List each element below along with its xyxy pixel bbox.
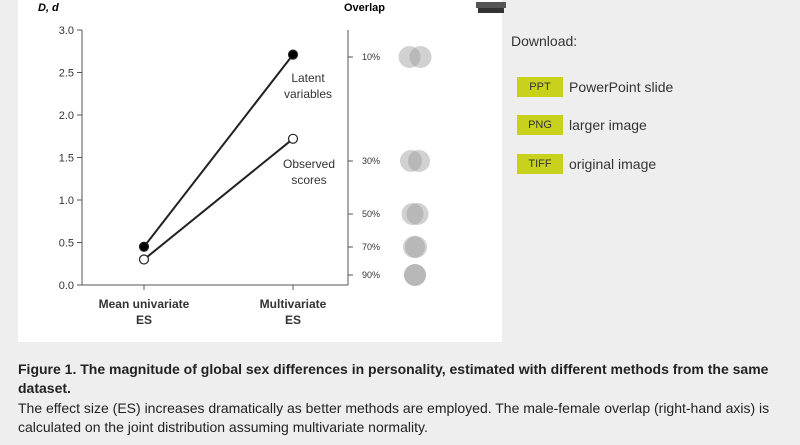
- download-title: Download:: [511, 33, 578, 49]
- series-line: [143, 54, 294, 248]
- x-label-univariate-es: ES: [136, 313, 152, 327]
- overlap-circle-female: [408, 150, 430, 172]
- annotation-observed: Observed: [283, 157, 335, 171]
- y-tick-label: 0.0: [59, 280, 74, 292]
- tiff-link[interactable]: original image: [569, 156, 657, 172]
- y-ticks: 3.0 2.5 2.0 1.5 1.0 0.5 0.0: [59, 25, 82, 292]
- y-tick-label: 0.5: [59, 238, 74, 250]
- overlap-tick-label: 50%: [362, 209, 380, 219]
- data-point: [138, 241, 150, 252]
- overlap-tick-label: 30%: [362, 156, 380, 166]
- x-label-univariate: Mean univariate: [99, 297, 190, 311]
- chart: D, d Overlap 3.0 2.5 2.0 1.5 1.0 0.5 0.0 10% 30…: [38, 2, 432, 327]
- overlap-circle-male: [403, 236, 425, 258]
- tiff-badge[interactable]: TIFF: [517, 154, 563, 174]
- annotation-observed-scores: scores: [291, 173, 326, 187]
- overlap-circles: [398, 46, 432, 286]
- y-tick-label: 3.0: [59, 25, 74, 37]
- overlap-circle-female: [409, 46, 432, 68]
- annotation-latent-variables: variables: [284, 87, 332, 101]
- download-tiff[interactable]: TIFF original image: [517, 154, 656, 174]
- download-panel: Download: PPT PowerPoint slide PNG large…: [511, 33, 791, 174]
- overlap-circle-male: [401, 203, 424, 225]
- overlap-circle-female: [404, 264, 426, 286]
- png-badge[interactable]: PNG: [517, 115, 563, 135]
- download-png[interactable]: PNG larger image: [517, 115, 647, 135]
- x-label-multivariate: Multivariate: [260, 297, 327, 311]
- series-line: [143, 138, 294, 261]
- data-point: [287, 133, 299, 144]
- png-link[interactable]: larger image: [569, 117, 647, 133]
- figure-panel: D, d Overlap 3.0 2.5 2.0 1.5 1.0 0.5 0.0 10% 30…: [18, 0, 502, 342]
- overlap-tick-label: 10%: [362, 52, 380, 62]
- caption-title: Figure 1. The magnitude of global sex di…: [18, 361, 769, 396]
- overlap-circle-male: [404, 264, 426, 286]
- caption-body: The effect size (ES) increases dramatica…: [18, 400, 770, 435]
- overlap-tick-label: 70%: [362, 242, 380, 252]
- data-point: [138, 254, 150, 265]
- y-tick-label: 2.0: [59, 110, 74, 122]
- y-tick-label: 1.0: [59, 195, 74, 207]
- figure-caption: Figure 1. The magnitude of global sex di…: [18, 360, 793, 437]
- overlap-circle-female: [405, 236, 427, 258]
- y-tick-label: 1.5: [59, 153, 74, 165]
- overlap-circle-male: [398, 46, 421, 68]
- y-tick-label: 2.5: [59, 68, 74, 80]
- download-ppt[interactable]: PPT PowerPoint slide: [517, 77, 673, 97]
- ppt-link[interactable]: PowerPoint slide: [569, 79, 674, 95]
- overlap-tick-label: 90%: [362, 270, 380, 280]
- monitor-icon[interactable]: [476, 0, 506, 13]
- data-point: [287, 49, 299, 60]
- annotation-latent: Latent: [291, 71, 325, 85]
- ppt-badge[interactable]: PPT: [517, 77, 563, 97]
- x-label-multivariate-es: ES: [285, 313, 301, 327]
- overlap-ticks: 10% 30% 50% 70% 90%: [348, 52, 380, 280]
- y-axis-label: D, d: [38, 2, 59, 14]
- overlap-axis-label: Overlap: [344, 2, 385, 14]
- overlap-circle-female: [406, 203, 429, 225]
- overlap-circle-male: [400, 150, 422, 172]
- series-group: [138, 49, 299, 265]
